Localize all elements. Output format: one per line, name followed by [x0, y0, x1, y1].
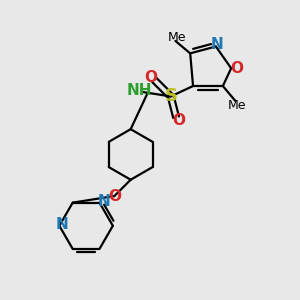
Text: Me: Me — [227, 99, 246, 112]
Text: O: O — [144, 70, 158, 85]
Text: O: O — [230, 61, 243, 76]
Text: Me: Me — [168, 31, 186, 44]
Text: N: N — [98, 194, 110, 209]
Text: O: O — [108, 189, 121, 204]
Text: O: O — [172, 113, 185, 128]
Text: N: N — [211, 38, 224, 52]
Text: S: S — [164, 87, 177, 105]
Text: NH: NH — [127, 83, 152, 98]
Text: N: N — [56, 218, 69, 232]
